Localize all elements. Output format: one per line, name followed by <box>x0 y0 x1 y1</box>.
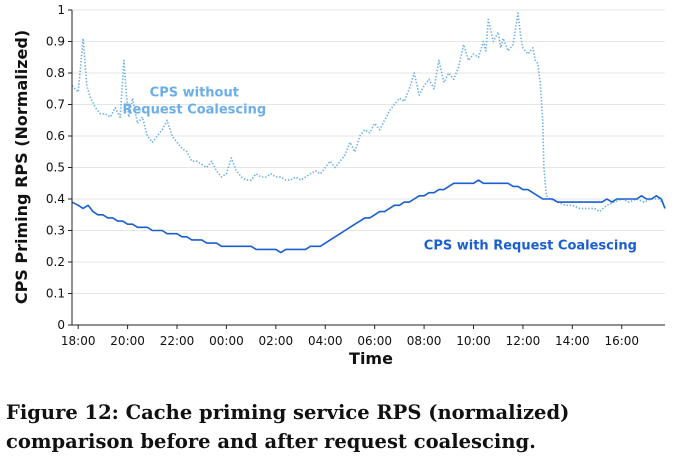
y-axis-title: CPS Priming RPS (Normalized) <box>12 30 31 304</box>
x-tick-labels: 18:00 20:00 22:00 00:00 02:00 04:00 06:00 08:00… <box>61 325 639 348</box>
series-annotation-label: Request Coalescing <box>122 103 266 118</box>
x-tick-label: 00:00 <box>209 334 244 348</box>
y-tick-label: 1 <box>57 3 65 17</box>
x-tick-label: 10:00 <box>456 334 491 348</box>
x-tick-label: 04:00 <box>308 334 343 348</box>
grid-lines <box>72 9 665 294</box>
x-tick-label: 08:00 <box>407 334 442 348</box>
series-line-with-coalescing <box>71 179 666 254</box>
y-tick-label: 0.1 <box>46 287 65 301</box>
series-lines <box>71 12 666 254</box>
y-tick-label: 0.2 <box>46 255 65 269</box>
y-tick-label: 0.8 <box>46 66 65 80</box>
x-tick-label: 22:00 <box>160 334 195 348</box>
x-tick-label: 12:00 <box>506 334 541 348</box>
y-tick-label: 0.4 <box>46 192 65 206</box>
series-annotations: CPS without Request Coalescing CPS with Re… <box>122 86 636 254</box>
y-tick-label: 0.5 <box>46 161 65 175</box>
series-annotation-label: CPS without <box>150 86 239 101</box>
x-tick-label: 06:00 <box>357 334 392 348</box>
series-annotation-label: CPS with Request Coalescing <box>424 238 637 253</box>
y-tick-label: 0 <box>57 318 65 332</box>
figure-caption: Figure 12: Cache priming service RPS (no… <box>6 401 570 453</box>
y-tick-labels: 0 0.1 0.2 0.3 0.4 0.5 0.6 0.7 0.8 0.9 1 <box>46 3 72 332</box>
series-line-without-coalescing <box>71 12 666 213</box>
x-axis-title: Time <box>349 349 393 368</box>
y-tick-label: 0.9 <box>46 35 65 49</box>
x-tick-label: 14:00 <box>555 334 590 348</box>
y-tick-label: 0.6 <box>46 129 65 143</box>
rps-line-chart: 0 0.1 0.2 0.3 0.4 0.5 0.6 0.7 0.8 0.9 1 18:00 20:00… <box>12 3 666 368</box>
y-tick-label: 0.7 <box>46 98 65 112</box>
x-tick-label: 02:00 <box>259 334 294 348</box>
x-tick-label: 18:00 <box>61 334 96 348</box>
y-tick-label: 0.3 <box>46 224 65 238</box>
x-tick-label: 16:00 <box>604 334 639 348</box>
x-tick-label: 20:00 <box>110 334 145 348</box>
